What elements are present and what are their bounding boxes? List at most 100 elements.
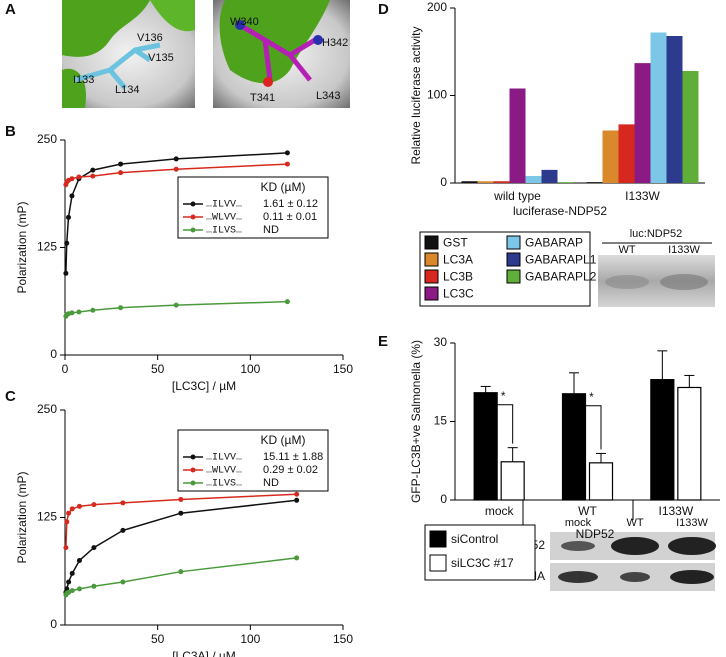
legend-label: siLC3C #17 <box>451 556 514 570</box>
residue-label: H342 <box>322 37 348 49</box>
x-tick-label: 150 <box>333 632 353 646</box>
y-tick-label: 15 <box>434 414 448 428</box>
legend-swatch <box>424 286 439 301</box>
significance-bracket <box>585 405 602 450</box>
legend-label: LC3A <box>443 253 473 267</box>
y-axis-title: Polarization (mP) <box>15 201 29 293</box>
data-point <box>294 491 300 497</box>
x-tick-label: wild type <box>493 189 541 203</box>
bar <box>602 130 619 183</box>
data-point <box>69 193 75 199</box>
panel-label: D <box>378 1 389 18</box>
residue-label: W340 <box>230 16 259 28</box>
x-tick-label: 100 <box>240 362 260 376</box>
data-point <box>294 555 300 561</box>
x-tick-label: 0 <box>62 362 69 376</box>
lane-label: I133W <box>676 517 708 529</box>
legend-value: 0.11 ± 0.01 <box>263 211 317 223</box>
data-point <box>91 583 97 589</box>
bar <box>666 36 683 183</box>
y-tick-label: 0 <box>50 347 57 361</box>
panel-label: E <box>378 333 388 350</box>
legend-swatch <box>506 252 521 267</box>
significance-label: * <box>501 389 506 403</box>
bar <box>461 181 478 183</box>
legend-label: …ILVS… <box>206 226 242 237</box>
legend-label: GABARAPL2 <box>525 270 597 284</box>
legend-label: …WLVV… <box>206 466 242 477</box>
bar <box>473 392 498 501</box>
legend-swatch <box>429 530 447 548</box>
y-tick-label: 250 <box>37 402 57 416</box>
legend-box <box>419 231 591 307</box>
residue-label: L134 <box>115 84 139 96</box>
x-axis-title: luciferase-NDP52 <box>513 204 607 218</box>
y-tick-label: 0 <box>440 492 447 506</box>
bar <box>561 393 587 501</box>
x-tick-label: mock <box>485 504 515 518</box>
legend-value: 1.61 ± 0.12 <box>263 198 318 210</box>
lane-label: I133W <box>668 244 700 256</box>
legend-marker <box>190 480 196 486</box>
significance-bracket <box>497 404 514 444</box>
data-point <box>64 519 70 525</box>
residue-label: I133 <box>73 74 94 86</box>
x-tick-label: 50 <box>151 632 165 646</box>
legend-value: ND <box>263 477 279 489</box>
legend-label: …ILVV… <box>206 200 242 211</box>
legend-swatch <box>506 269 521 284</box>
data-point <box>65 214 71 220</box>
data-point <box>66 510 72 516</box>
legend-marker <box>190 214 196 220</box>
data-point <box>76 503 82 509</box>
y-axis-title: Relative luciferase activity <box>409 26 423 164</box>
lane-label: mock <box>565 517 592 529</box>
y-tick-label: 0 <box>50 617 57 631</box>
residue-label: V135 <box>148 52 174 64</box>
x-tick-label: I133W <box>625 189 660 203</box>
legend-box <box>177 176 329 239</box>
x-tick-label: 150 <box>333 362 353 376</box>
data-point <box>69 506 75 512</box>
data-point <box>173 156 179 162</box>
data-point <box>63 545 69 551</box>
panel-label: A <box>5 1 16 18</box>
x-tick-label: 50 <box>151 362 165 376</box>
bar <box>677 386 702 501</box>
legend-swatch <box>424 252 439 267</box>
data-point <box>63 270 69 276</box>
bar <box>650 379 675 501</box>
legend-swatch <box>429 554 447 572</box>
legend-label: GABARAP <box>525 236 583 250</box>
data-point <box>284 150 290 156</box>
bar <box>557 182 574 183</box>
data-point <box>91 545 97 551</box>
data-point <box>284 299 290 305</box>
legend-swatch <box>424 235 439 250</box>
legend-title: KD (µM) <box>261 433 306 447</box>
data-point <box>69 588 75 594</box>
x-axis-title: [LC3A] / µM <box>172 649 236 657</box>
x-tick-label: 100 <box>240 632 260 646</box>
data-point <box>118 161 124 167</box>
data-point <box>66 579 72 585</box>
legend-value: ND <box>263 224 279 236</box>
y-tick-label: 250 <box>37 132 57 146</box>
data-point <box>118 170 124 176</box>
data-point <box>69 176 75 182</box>
data-point <box>76 558 82 563</box>
y-axis-title: Polarization (mP) <box>15 471 29 563</box>
bar <box>541 169 558 183</box>
legend-value: 15.11 ± 1.88 <box>263 451 323 463</box>
bar <box>525 176 542 183</box>
legend-box <box>177 429 329 492</box>
fit-line <box>65 557 297 596</box>
y-tick-label: 100 <box>427 88 447 102</box>
legend-swatch <box>506 235 521 250</box>
lane-label: WT <box>618 244 635 256</box>
x-axis-title: NDP52 <box>576 527 615 541</box>
data-point <box>173 302 179 308</box>
y-tick-label: 125 <box>37 240 57 254</box>
legend-label: siControl <box>451 532 498 546</box>
